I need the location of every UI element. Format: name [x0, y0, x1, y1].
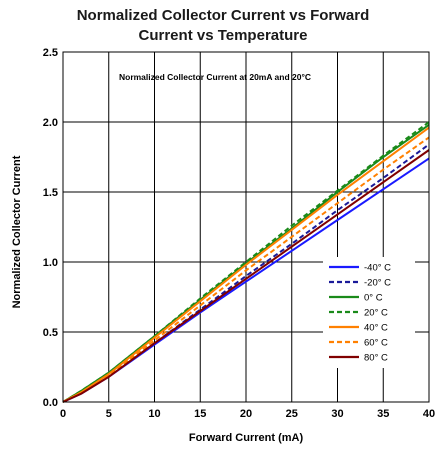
- chart-title-line-1: Normalized Collector Current vs Forward: [77, 7, 370, 24]
- legend: -40° C -20° C 0° C 20° C 40° C 60° C 80° C: [323, 257, 415, 368]
- series-line: [62, 123, 430, 403]
- chart-title-line-2: Current vs Temperature: [139, 27, 308, 44]
- legend-label: 60° C: [364, 338, 388, 349]
- series-line: [62, 136, 430, 403]
- legend-label: 20° C: [364, 308, 388, 319]
- series-line: [62, 149, 430, 403]
- y-tick-label: 1.0: [43, 257, 58, 269]
- x-tick-label: 30: [331, 408, 343, 420]
- x-tick-label: 35: [377, 408, 389, 420]
- y-tick-label: 0.5: [43, 327, 58, 339]
- x-tick-label: 0: [60, 408, 66, 420]
- series-line: [62, 126, 430, 403]
- legend-label: -40° C: [364, 263, 391, 274]
- legend-label: 80° C: [364, 353, 388, 364]
- legend-label: 40° C: [364, 323, 388, 334]
- legend-label: 0° C: [364, 293, 383, 304]
- x-axis-label: Forward Current (mA): [189, 432, 304, 444]
- x-tick-label: 40: [423, 408, 435, 420]
- x-tick-label: 25: [286, 408, 298, 420]
- normalization-note: Normalized Collector Current at 20mA and…: [119, 72, 311, 82]
- y-tick-label: 1.5: [43, 187, 58, 199]
- series-lines: [62, 121, 430, 403]
- legend-label: -20° C: [364, 278, 391, 289]
- x-tick-label: 10: [148, 408, 160, 420]
- tick-labels: 0 5 10 15 20 25 30 35 40 0.0 0.5 1.0 1.5 2.0 2.5: [43, 47, 435, 420]
- x-tick-label: 15: [194, 408, 206, 420]
- x-tick-label: 5: [106, 408, 112, 420]
- y-axis-label: Normalized Collector Current: [11, 155, 23, 308]
- plot-area: [62, 51, 430, 403]
- y-tick-label: 0.0: [43, 397, 58, 409]
- y-tick-label: 2.0: [43, 117, 58, 129]
- x-tick-label: 20: [240, 408, 252, 420]
- series-line: [62, 121, 430, 403]
- y-tick-label: 2.5: [43, 47, 58, 59]
